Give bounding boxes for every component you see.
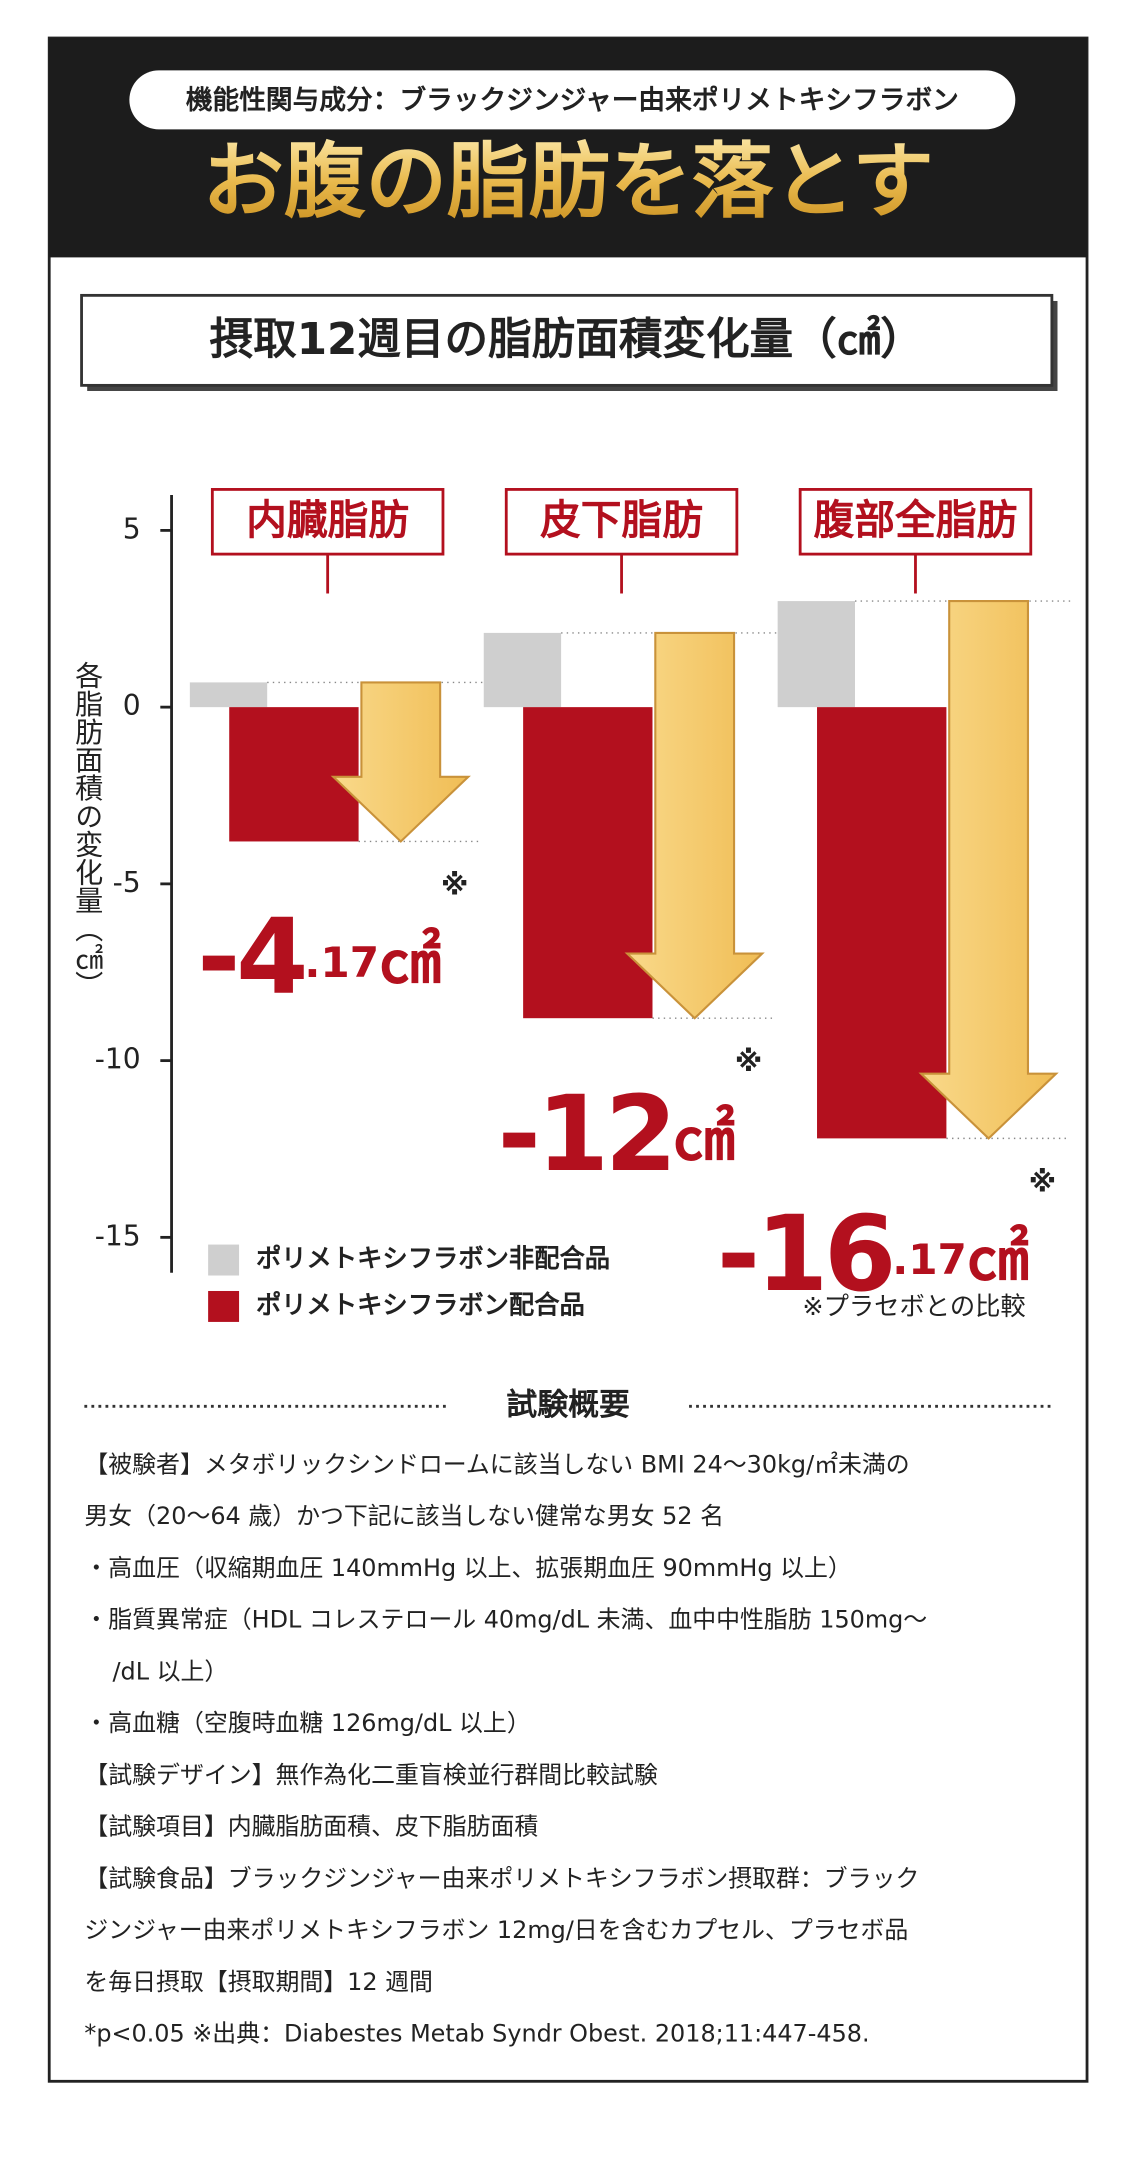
summary-line: ジンジャー由来ポリメトキシフラボン 12mg/日を含むカプセル、プラセボ品	[84, 1916, 908, 1944]
legend-swatch	[208, 1290, 240, 1322]
difference-arrow	[330, 681, 471, 843]
y-tick-label: -10	[95, 1043, 141, 1076]
difference-unit: ㎠	[379, 925, 441, 997]
note: ※プラセボとの比較	[802, 1292, 1025, 1321]
summary-line: 【試験項目】内臓脂肪面積、皮下脂肪面積	[84, 1813, 538, 1841]
bar	[483, 632, 562, 708]
chart-title: 摂取12週目の脂肪面積変化量（㎠）	[210, 315, 924, 365]
category-box	[798, 488, 1033, 556]
bar	[229, 707, 359, 842]
significance-mark: ※	[1029, 1165, 1056, 1198]
y-tick-label: 0	[123, 689, 141, 722]
category-label: 腹部全脂肪	[814, 496, 1018, 544]
y-tick-label: 5	[123, 512, 141, 545]
summary-line: 【試験デザイン】無作為化二重盲検並行群間比較試験	[84, 1761, 657, 1789]
y-tick-label: -5	[113, 866, 141, 899]
significance-mark: ※	[441, 868, 468, 901]
bar	[523, 707, 653, 1019]
summary-line: /dL 以上）	[113, 1657, 229, 1685]
summary-line: を毎日摂取【摂取期間】12 週間	[84, 1968, 433, 1996]
difference-arrow	[918, 600, 1059, 1140]
difference-label: -12㎠※	[498, 1045, 763, 1195]
summary-line: ・脂質異常症（HDL コレステロール 40mg/dL 未満、血中中性脂肪 150…	[84, 1606, 927, 1634]
difference-label: -4.17㎠※	[197, 868, 468, 1018]
difference-integer: -16	[717, 1193, 892, 1315]
y-axis-label: 各脂肪面積の変化量（㎠）	[71, 661, 104, 999]
category-label: 皮下脂肪	[540, 496, 703, 544]
badge-text: 機能性関与成分：ブラックジンジャー由来ポリメトキシフラボン	[186, 85, 959, 116]
y-tick-label: -15	[95, 1219, 141, 1252]
difference-arrow	[624, 631, 765, 1020]
legend-label: ポリメトキシフラボン配合品	[256, 1290, 585, 1319]
difference-decimal: .17	[892, 1235, 967, 1284]
summary-line: 男女（20～64 歳）かつ下記に該当しない健常な男女 52 名	[84, 1502, 724, 1530]
legend-label: ポリメトキシフラボン非配合品	[256, 1244, 610, 1273]
difference-unit: ㎠	[967, 1222, 1029, 1294]
bar	[189, 682, 268, 708]
summary-line: 【被験者】メタボリックシンドロームに該当しない BMI 24～30kg/㎡未満の	[84, 1450, 909, 1478]
difference-integer: -12	[498, 1073, 673, 1195]
summary-line: ・高血圧（収縮期血圧 140mmHg 以上、拡張期血圧 90mmHg 以上）	[84, 1554, 851, 1582]
category-box	[504, 488, 739, 556]
summary-line: *p<0.05 ※出典：Diabestes Metab Syndr Obest.…	[84, 2020, 869, 2048]
difference-label: -16.17㎠※	[717, 1165, 1056, 1315]
category-box	[210, 488, 445, 556]
title-box	[80, 293, 1054, 387]
category-label: 内臓脂肪	[246, 496, 409, 544]
difference-unit: ㎠	[673, 1102, 735, 1174]
bar	[777, 601, 855, 708]
difference-decimal: .17	[304, 938, 379, 987]
legend-swatch	[208, 1244, 240, 1276]
badge	[129, 70, 1016, 130]
significance-mark: ※	[735, 1045, 762, 1078]
summary-line: ・高血糖（空腹時血糖 126mg/dL 以上）	[84, 1709, 530, 1737]
summary-line: 【試験食品】ブラックジンジャー由来ポリメトキシフラボン摂取群：ブラック	[84, 1864, 919, 1892]
headline: お腹の脂肪を落とす	[202, 135, 933, 230]
bar	[817, 707, 947, 1139]
difference-integer: -4	[197, 897, 304, 1019]
summary-heading: 試験概要	[506, 1387, 630, 1423]
